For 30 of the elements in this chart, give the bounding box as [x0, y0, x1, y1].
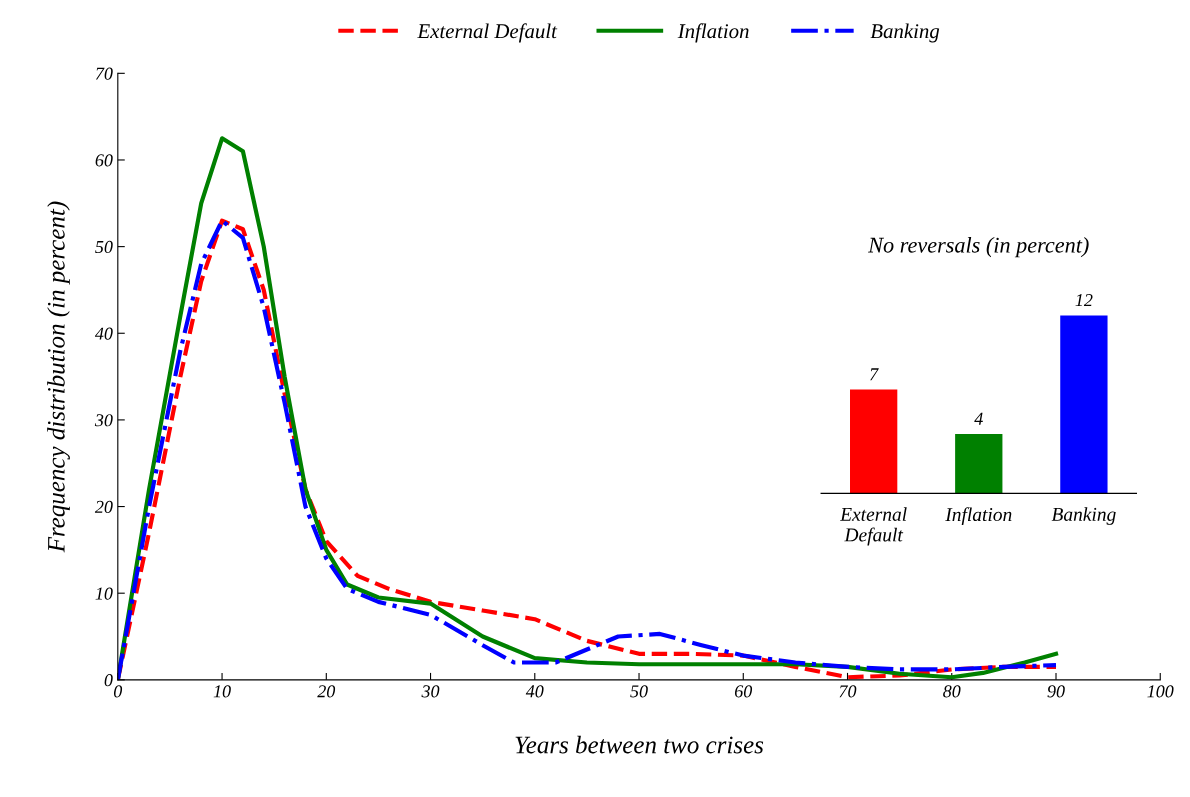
- legend-label: External Default: [417, 23, 558, 43]
- x-tick-label: 60: [734, 685, 753, 698]
- x-tick-label: 10: [213, 685, 231, 698]
- y-tick-label: 10: [95, 587, 113, 600]
- y-tick-label: 60: [95, 154, 113, 167]
- x-tick-label: 80: [943, 685, 961, 698]
- chart-title: No reversals (in percent): [868, 237, 1089, 258]
- x-tick-label: 0: [113, 685, 123, 698]
- x-axis-title: Years between two crises: [515, 735, 764, 754]
- x-tick-label: 20: [317, 685, 336, 698]
- data-label: 12: [1075, 294, 1093, 307]
- y-tick-label: 0: [104, 674, 113, 687]
- legend-label: Inflation: [677, 23, 749, 43]
- y-tick-label: 40: [94, 327, 113, 340]
- x-tick-label: Banking: [1051, 507, 1116, 525]
- y-tick-label: 70: [95, 67, 113, 80]
- x-tick-label: 50: [630, 685, 648, 698]
- x-tick-label: 40: [525, 685, 544, 698]
- x-tick-label: Inflation: [945, 507, 1012, 526]
- data-label: 4: [974, 412, 983, 425]
- x-tick-label: 100: [1147, 685, 1174, 698]
- y-tick-label: 30: [94, 414, 113, 427]
- data-label: 7: [870, 368, 879, 381]
- x-tick-label: 70: [839, 685, 857, 698]
- x-tick-label: External Default: [839, 507, 907, 546]
- x-tick-label: 90: [1047, 685, 1065, 698]
- legend-label: Banking: [870, 23, 940, 43]
- x-tick-label: 30: [421, 685, 440, 698]
- y-tick-label: 50: [95, 240, 113, 254]
- y-axis-title: Frequency distribution (in percent): [47, 201, 70, 553]
